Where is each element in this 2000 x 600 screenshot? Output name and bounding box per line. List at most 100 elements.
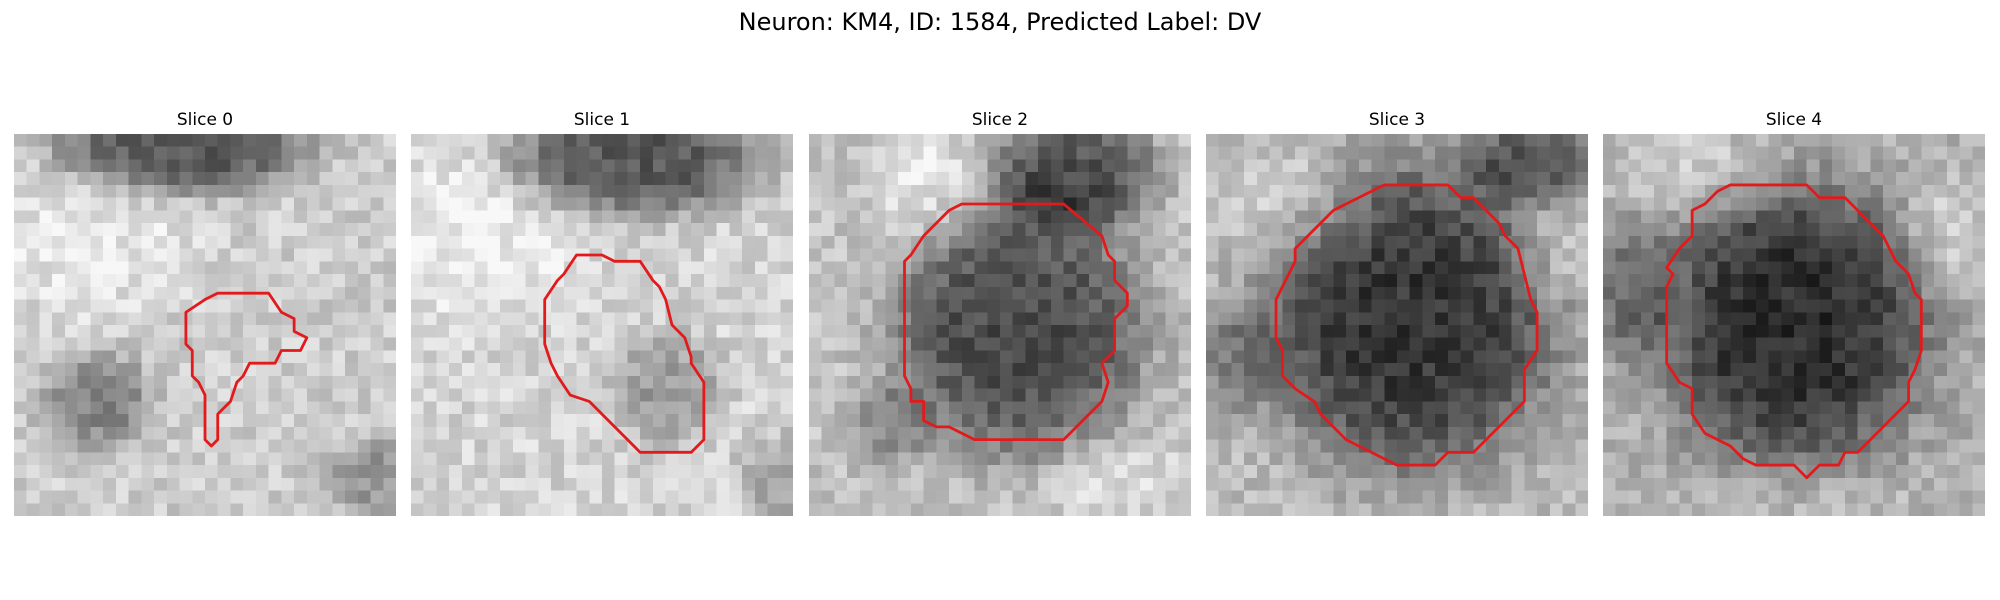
image-pixel [1946, 503, 1961, 516]
image-pixel [512, 197, 527, 211]
image-pixel [1473, 159, 1487, 173]
image-pixel [563, 426, 578, 441]
image-pixel [742, 184, 756, 199]
image-pixel [39, 159, 53, 173]
image-pixel [665, 197, 679, 211]
image-pixel [754, 159, 769, 173]
image-pixel [525, 197, 539, 211]
image-pixel [1628, 299, 1642, 313]
image-pixel [1537, 503, 1551, 516]
image-pixel [1244, 223, 1258, 237]
image-pixel [1730, 261, 1744, 275]
image-pixel [1486, 503, 1500, 516]
image-pixel [1653, 184, 1668, 199]
image-pixel [1127, 299, 1141, 313]
image-pixel [1320, 159, 1334, 173]
image-pixel [1460, 503, 1474, 516]
image-pixel [1857, 223, 1871, 237]
image-pixel [52, 503, 66, 516]
image-pixel [1295, 477, 1309, 492]
image-pixel [192, 286, 206, 301]
image-pixel [678, 146, 692, 160]
image-pixel [1012, 248, 1026, 262]
image-pixel [1038, 490, 1052, 504]
image-pixel [767, 159, 781, 173]
image-pixel [1178, 159, 1191, 173]
image-pixel [1755, 134, 1770, 148]
image-pixel [1358, 248, 1373, 262]
image-pixel [1371, 426, 1385, 441]
image-pixel [1152, 146, 1167, 160]
image-pixel [332, 223, 346, 237]
image-pixel [1537, 375, 1551, 390]
image-pixel [563, 134, 578, 148]
image-pixel [885, 490, 899, 504]
image-pixel [449, 299, 463, 313]
image-pixel [1473, 134, 1487, 148]
image-pixel [26, 503, 40, 516]
image-pixel [1269, 134, 1283, 148]
image-pixel [1511, 503, 1525, 516]
image-pixel [678, 401, 692, 415]
image-pixel [383, 325, 396, 339]
image-pixel [1806, 375, 1820, 390]
image-pixel [974, 184, 988, 199]
image-pixel [52, 490, 66, 504]
image-pixel [1333, 235, 1347, 250]
image-pixel [1000, 325, 1014, 339]
image-pixel [949, 248, 963, 262]
image-pixel [1025, 159, 1039, 173]
image-pixel [1768, 159, 1782, 173]
image-pixel [898, 426, 912, 441]
image-pixel [1692, 286, 1706, 301]
image-pixel [1140, 439, 1154, 453]
image-pixel [691, 452, 705, 466]
image-pixel [1371, 248, 1385, 262]
image-pixel [1178, 184, 1191, 199]
image-pixel [1562, 503, 1576, 516]
image-pixel [602, 312, 616, 326]
image-pixel [1231, 223, 1245, 237]
image-pixel [1165, 452, 1179, 466]
image-pixel [1666, 477, 1680, 492]
image-pixel [1000, 159, 1014, 173]
image-pixel [192, 325, 206, 339]
image-pixel [1562, 197, 1576, 211]
image-pixel [716, 261, 730, 275]
image-pixel [1679, 146, 1693, 160]
image-pixel [1333, 184, 1347, 199]
image-pixel [192, 235, 206, 250]
image-pixel [872, 337, 886, 351]
image-pixel [1101, 172, 1116, 186]
image-pixel [1384, 146, 1398, 160]
image-pixel [1012, 210, 1026, 224]
image-pixel [1127, 146, 1141, 160]
image-pixel [1307, 350, 1322, 364]
image-pixel [77, 286, 91, 301]
image-pixel [1768, 325, 1782, 339]
image-pixel [103, 286, 117, 301]
image-pixel [217, 452, 231, 466]
image-pixel [1755, 350, 1770, 364]
image-pixel [1101, 477, 1116, 492]
image-pixel [1178, 223, 1191, 237]
image-pixel [1934, 490, 1948, 504]
slice-4-contour [1665, 183, 1923, 480]
image-pixel [767, 172, 781, 186]
image-pixel [1498, 286, 1513, 301]
image-pixel [1959, 363, 1973, 377]
image-pixel [487, 261, 501, 275]
image-pixel [703, 414, 718, 428]
image-pixel [154, 325, 168, 339]
image-pixel [1730, 312, 1744, 326]
image-pixel [1615, 274, 1629, 288]
image-pixel [179, 274, 193, 288]
image-pixel [1946, 363, 1961, 377]
image-pixel [1358, 197, 1373, 211]
image-pixel [423, 223, 437, 237]
image-pixel [1486, 490, 1500, 504]
image-pixel [411, 490, 425, 504]
image-pixel [1498, 210, 1513, 224]
image-pixel [1524, 337, 1538, 351]
image-pixel [1038, 452, 1052, 466]
